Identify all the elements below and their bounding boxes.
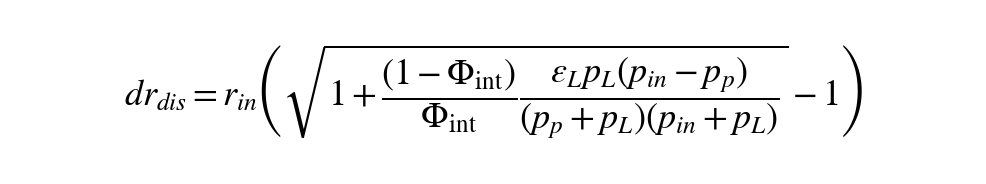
Text: $\mathit{dr}_{\mathit{dis}} = \mathit{r}_{\mathit{in}}\left(\sqrt{1 + \dfrac{(1-: $\mathit{dr}_{\mathit{dis}} = \mathit{r}… <box>123 43 863 141</box>
